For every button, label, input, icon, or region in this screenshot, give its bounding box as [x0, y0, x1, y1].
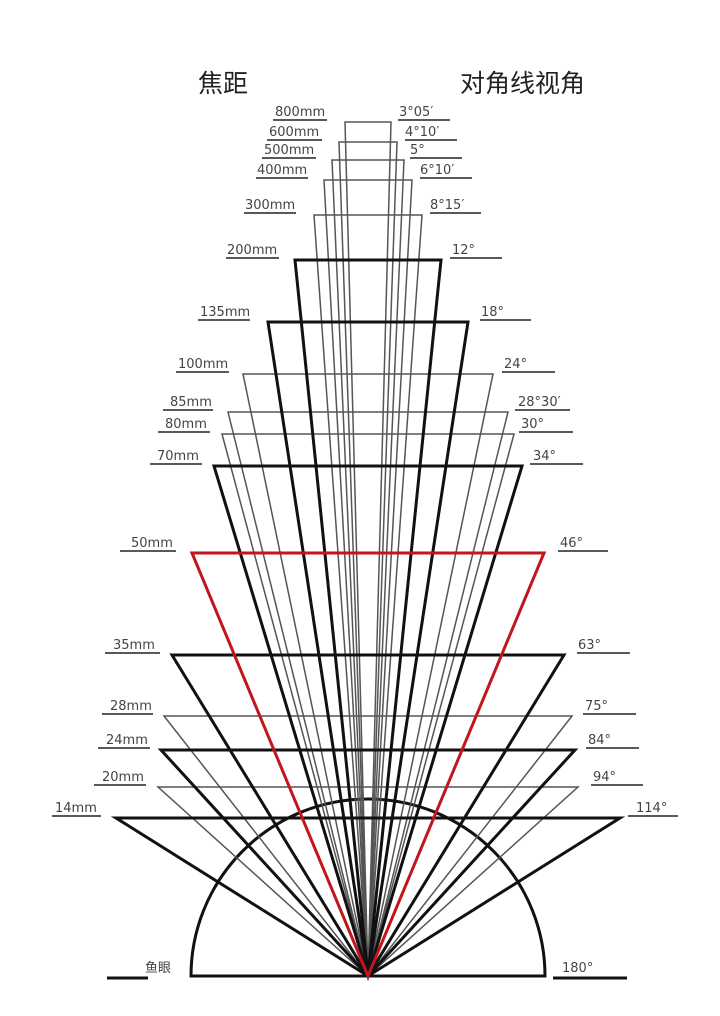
- field-of-view-triangle-80mm: [221, 433, 515, 979]
- focal-length-label: 600mm: [269, 125, 319, 140]
- field-of-view-triangle-300mm: [313, 214, 423, 977]
- field-of-view-triangle-500mm: [331, 159, 405, 977]
- heading-diagonal-angle: 对角线视角: [460, 69, 585, 98]
- field-of-view-triangle-800mm: [344, 121, 392, 977]
- field-of-view-triangle-400mm: [323, 179, 413, 977]
- angle-label: 24°: [504, 357, 527, 372]
- angle-label: 4°10′: [405, 125, 439, 140]
- angle-label: 18°: [481, 305, 504, 320]
- angle-label: 6°10′: [420, 163, 454, 178]
- focal-length-label: 300mm: [245, 198, 295, 213]
- focal-length-label: 135mm: [200, 305, 250, 320]
- field-of-view-triangle-600mm: [338, 141, 398, 977]
- angle-label: 34°: [533, 449, 556, 464]
- focal-length-label: 800mm: [275, 105, 325, 120]
- field-of-view-triangle-100mm: [242, 373, 494, 977]
- angle-label: 114°: [636, 801, 667, 816]
- angle-label: 12°: [452, 243, 475, 258]
- field-of-view-triangle-50mm: [189, 551, 547, 980]
- angle-label: 30°: [521, 417, 544, 432]
- focal-length-label: 70mm: [157, 449, 199, 464]
- field-of-view-triangle-14mm: [110, 816, 626, 978]
- field-of-view-triangle-85mm: [227, 411, 509, 977]
- focal-length-label: 400mm: [257, 163, 307, 178]
- focal-length-label: 80mm: [165, 417, 207, 432]
- angle-label: 8°15′: [430, 198, 464, 213]
- focal-length-label: 100mm: [178, 357, 228, 372]
- focal-length-label: 28mm: [110, 699, 152, 714]
- angle-label: 94°: [593, 770, 616, 785]
- angle-label: 28°30′: [518, 395, 561, 410]
- heading-focal-length: 焦距: [198, 69, 248, 98]
- fisheye-label: 鱼眼: [145, 960, 171, 976]
- angle-label: 75°: [585, 699, 608, 714]
- field-of-view-triangle-200mm: [293, 258, 443, 977]
- field-of-view-triangle-24mm: [157, 748, 579, 979]
- focal-length-label: 200mm: [227, 243, 277, 258]
- fisheye-angle-label: 180°: [562, 961, 593, 976]
- field-of-view-triangle-135mm: [266, 320, 470, 977]
- focal-length-label: 50mm: [131, 536, 173, 551]
- angle-label: 46°: [560, 536, 583, 551]
- angle-label: 84°: [588, 733, 611, 748]
- focal-length-label: 35mm: [113, 638, 155, 653]
- field-of-view-triangle-28mm: [162, 715, 574, 978]
- field-of-view-triangle-70mm: [211, 464, 525, 982]
- focal-length-label: 20mm: [102, 770, 144, 785]
- angle-label: 5°: [410, 143, 425, 158]
- focal-length-label: 24mm: [106, 733, 148, 748]
- field-of-view-triangle-20mm: [156, 786, 580, 978]
- angle-label: 3°05′: [399, 105, 433, 120]
- focal-length-label: 14mm: [55, 801, 97, 816]
- angle-label: 63°: [578, 638, 601, 653]
- field-of-view-triangle-35mm: [169, 653, 567, 979]
- focal-length-label: 500mm: [264, 143, 314, 158]
- focal-length-label: 85mm: [170, 395, 212, 410]
